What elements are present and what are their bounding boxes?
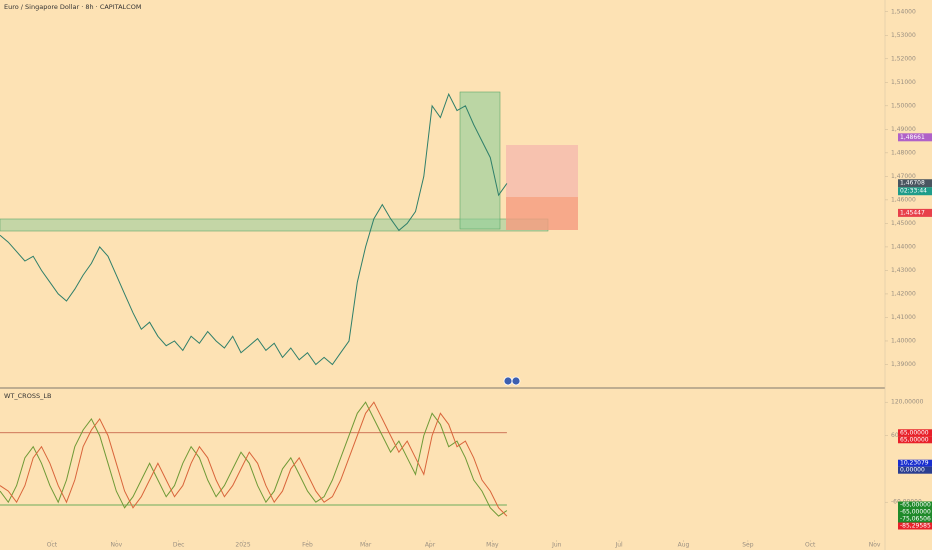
x-tick-label: Sep — [742, 542, 754, 549]
x-tick-label: Mar — [360, 542, 372, 549]
value-label-box — [898, 508, 932, 516]
y-tick-label: 1,41000 — [891, 314, 916, 321]
y-tick-label: 120,00000 — [891, 399, 924, 406]
countdown-box — [898, 187, 932, 196]
oscillator-line — [0, 401, 508, 517]
y-tick-label: 1,48000 — [891, 149, 916, 156]
y-tick-label: 1,54000 — [891, 8, 916, 15]
value-label: -85,29585 — [900, 523, 931, 530]
x-tick-label: Jul — [614, 542, 623, 549]
value-label: 0,00000 — [900, 467, 925, 474]
price-label-box — [898, 179, 932, 188]
event-marker[interactable] — [511, 376, 521, 386]
y-tick-label: 1,45000 — [891, 220, 916, 227]
y-tick-label: 1,51000 — [891, 79, 916, 86]
y-tick-label: 1,50000 — [891, 102, 916, 109]
y-tick-label: 1,52000 — [891, 55, 916, 62]
x-tick-label: May — [486, 542, 499, 549]
x-tick-label: Jun — [551, 542, 562, 549]
value-label-box — [898, 466, 932, 474]
value-label: 65,00000 — [900, 429, 929, 436]
x-tick-label: Dec — [173, 542, 185, 549]
price-label: 1,48661 — [900, 134, 925, 141]
x-tick-label: Oct — [805, 542, 816, 549]
countdown: 02:33:44 — [900, 188, 927, 195]
price-label: 1,45447 — [900, 209, 925, 216]
event-marker[interactable] — [503, 376, 513, 386]
stop-zone — [506, 197, 578, 230]
y-tick-label: 1,39000 — [891, 361, 916, 368]
price-label-box — [898, 133, 932, 142]
y-tick-label: 1,43000 — [891, 267, 916, 274]
y-tick-label: 1,53000 — [891, 32, 916, 39]
y-tick-label: 1,46000 — [891, 196, 916, 203]
y-tick-label: 1,42000 — [891, 290, 916, 297]
x-tick-label: 2025 — [235, 542, 250, 549]
price-label-box — [898, 208, 932, 217]
position-box — [459, 91, 501, 230]
price-line — [0, 92, 508, 366]
x-tick-label: Nov — [869, 542, 881, 549]
value-label-box — [898, 515, 932, 523]
target-zone — [506, 145, 578, 197]
value-label-box — [898, 459, 932, 467]
x-tick-label: Aug — [678, 542, 690, 549]
y-tick-label: 1,47000 — [891, 173, 916, 180]
value-label-box — [898, 501, 932, 509]
x-tick-label: Nov — [110, 542, 122, 549]
value-label: -65,00000 — [900, 502, 931, 509]
value-label: -65,00000 — [900, 509, 931, 516]
y-tick-label: 1,49000 — [891, 126, 916, 133]
value-label-box — [898, 429, 932, 437]
value-label: -75,06506 — [900, 516, 931, 523]
y-tick-label: 1,40000 — [891, 337, 916, 344]
chart-title: Euro / Singapore Dollar · 8h · CAPITALCO… — [4, 3, 141, 11]
x-tick-label: Feb — [302, 542, 313, 549]
value-label-box — [898, 436, 932, 444]
price-label: 1,46708 — [900, 180, 925, 187]
indicator-title: WT_CROSS_LB — [4, 392, 51, 400]
value-label: 65,00000 — [900, 436, 929, 443]
x-tick-label: Apr — [425, 542, 436, 549]
x-tick-label: Oct — [47, 542, 58, 549]
value-label: 10,23079 — [900, 460, 929, 467]
value-label-box — [898, 522, 932, 530]
y-tick-label: 1,44000 — [891, 243, 916, 250]
oscillator-line — [0, 401, 508, 517]
